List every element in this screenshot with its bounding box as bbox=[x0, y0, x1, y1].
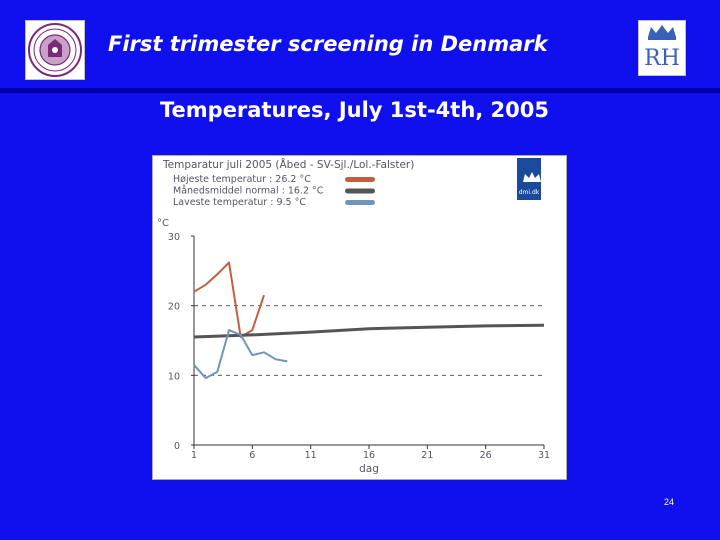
legend-label: Laveste temperatur : 9.5 °C bbox=[173, 197, 306, 208]
y-tick-label: 20 bbox=[168, 302, 180, 313]
chart-title: Temparatur juli 2005 (Åbed - SV-Sjl./Lol… bbox=[162, 158, 414, 171]
x-tick-label: 11 bbox=[305, 450, 317, 461]
y-tick-label: 10 bbox=[168, 371, 180, 382]
chart-svg: Temparatur juli 2005 (Åbed - SV-Sjl./Lol… bbox=[157, 158, 550, 475]
x-tick-label: 21 bbox=[421, 450, 433, 461]
legend-label: Højeste temperatur : 26.2 °C bbox=[173, 174, 311, 185]
temperature-chart: Temparatur juli 2005 (Åbed - SV-Sjl./Lol… bbox=[152, 155, 567, 480]
dmi-lettering: dmi.dk bbox=[519, 189, 540, 196]
university-seal-icon bbox=[28, 23, 82, 77]
x-tick-label: 16 bbox=[363, 450, 375, 461]
rh-logo: RH bbox=[638, 20, 686, 76]
rh-lettering: RH bbox=[644, 46, 680, 71]
legend-swatch bbox=[345, 177, 375, 182]
chart-legend: Højeste temperatur : 26.2 °CMånedsmiddel… bbox=[173, 174, 375, 208]
legend-label: Månedsmiddel normal : 16.2 °C bbox=[173, 186, 324, 197]
series-line-min bbox=[193, 329, 288, 380]
university-seal-logo bbox=[25, 20, 85, 80]
x-tick-label: 6 bbox=[249, 450, 255, 461]
series-line-normal bbox=[193, 323, 545, 339]
slide-title: First trimester screening in Denmark bbox=[108, 32, 548, 56]
chart-series bbox=[193, 261, 545, 380]
dmi-crown-logo-icon bbox=[523, 172, 541, 182]
chart-axes bbox=[193, 236, 544, 446]
x-tick-label: 26 bbox=[480, 450, 492, 461]
slide-subtitle: Temperatures, July 1st-4th, 2005 bbox=[160, 98, 550, 122]
y-tick-label: 0 bbox=[174, 441, 180, 452]
x-tick-label: 31 bbox=[538, 450, 550, 461]
dmi-logo: dmi.dk bbox=[517, 158, 541, 200]
series-line-max bbox=[193, 261, 265, 338]
legend-swatch bbox=[345, 200, 375, 205]
x-tick-label: 1 bbox=[191, 450, 197, 461]
legend-swatch bbox=[345, 188, 375, 194]
y-tick-label: 30 bbox=[168, 232, 180, 243]
page-number: 24 bbox=[664, 497, 675, 507]
crown-rh-logo-icon: RH bbox=[644, 25, 680, 71]
x-axis-label: dag bbox=[359, 463, 379, 475]
chart-grid bbox=[194, 305, 544, 376]
y-axis-label: °C bbox=[157, 218, 169, 229]
header-divider bbox=[0, 88, 720, 93]
